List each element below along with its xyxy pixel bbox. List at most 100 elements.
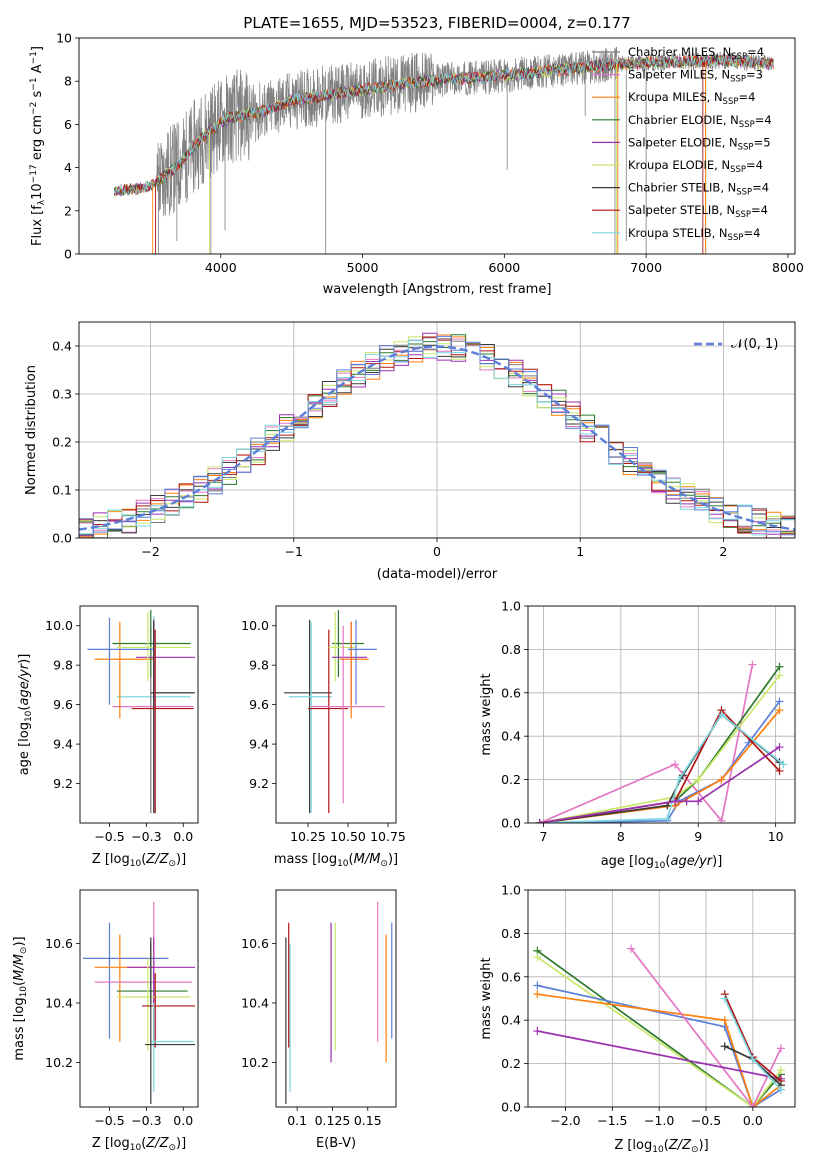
histogram-kroupa_stelib — [79, 340, 795, 536]
y-tick-label: 0.2 — [501, 772, 521, 787]
legend-normal-label: 𝒩(0, 1) — [731, 337, 778, 352]
residuals-plot-area — [79, 322, 795, 538]
x-tick-label: −0.5 — [691, 1113, 721, 1128]
y-tick-label: 0 — [64, 247, 72, 262]
x-tick-label: −1.0 — [644, 1113, 674, 1128]
marker-kroupa_miles — [720, 1016, 729, 1025]
series-salpeter_miles — [539, 664, 754, 823]
axes-frame — [79, 605, 199, 824]
legend-label-chabrier_miles: Chabrier MILES, NSSP=4 — [628, 45, 764, 62]
figure-title: PLATE=1655, MJD=53523, FIBERID=0004, z=0… — [243, 14, 630, 32]
mass_vs_ebv-plot-area — [285, 901, 393, 1105]
x-axis-label: Z [log10(Z/Z⊙)] — [92, 1136, 186, 1153]
y-tick-label: 0.0 — [501, 1100, 521, 1115]
marker-normal — [533, 981, 542, 990]
x-tick-label: −0.3 — [131, 1113, 161, 1128]
legend-label-kroupa_miles: Kroupa MILES, NSSP=4 — [628, 90, 755, 107]
histogram-normal — [79, 335, 795, 536]
x-axis-label: Z [log10(Z/Z⊙)] — [614, 1138, 708, 1155]
marker-kroupa_stelib — [663, 814, 672, 823]
y-tick-label: 10.6 — [45, 936, 73, 951]
age_vs_mass-panel: 10.25 10.50 10.75 9.2 9.4 9.6 9.8 10.0 mass [log… — [241, 605, 406, 869]
residuals-panel: −2 −1 0 1 2 0.0 0.1 0.2 0.3 0.4 𝒩(0, 1) (data-model… — [24, 321, 796, 582]
marker-kroupa_miles — [717, 775, 726, 784]
x-tick-label: 10.50 — [330, 829, 366, 844]
legend-label-chabrier_stelib: Chabrier STELIB, NSSP=4 — [628, 181, 769, 198]
marker-salpeter_elodie — [671, 797, 680, 806]
marker-kroupa_stelib — [720, 994, 729, 1003]
x-tick-label: 0.0 — [743, 1113, 763, 1128]
y-tick-label: 9.6 — [249, 697, 269, 712]
mass_vs_ebv-panel: 0.1 0.125 0.15 10.2 10.4 10.6 E(B-V) — [241, 889, 397, 1151]
x-tick-label: 0.15 — [354, 1113, 382, 1128]
histogram-chabrier_stelib — [79, 342, 795, 536]
axes-frame — [78, 321, 796, 539]
x-axis-label: mass [log10(M/M⊙)] — [274, 852, 398, 869]
series-kroupa_elodie — [536, 956, 782, 1107]
x-tick-label: 7 — [540, 829, 548, 844]
y-axis-label: mass weight — [479, 673, 494, 755]
x-tick-label: −0.5 — [94, 829, 124, 844]
y-tick-label: 10.6 — [241, 936, 269, 951]
mass_vs_metallicity-plot-area — [82, 901, 196, 1105]
series-chabrier_elodie — [536, 950, 782, 1107]
y-tick-label: 0.6 — [501, 969, 521, 984]
marker-salpeter_miles — [748, 1103, 757, 1107]
legend-label-salpeter_stelib: Salpeter STELIB, NSSP=4 — [628, 203, 768, 220]
y-axis-label: Flux [fλ10−17 erg cm−2 s−1 A−1] — [29, 46, 47, 246]
x-tick-label: 8 — [617, 829, 625, 844]
marker-salpeter_miles — [776, 1044, 785, 1053]
y-tick-label: 0.0 — [52, 531, 72, 546]
y-tick-label: 0.4 — [501, 1013, 521, 1028]
marker-salpeter_elodie — [694, 797, 703, 806]
y-tick-label: 0.4 — [501, 729, 521, 744]
y-axis-label: mass [log10(M/M⊙)] — [12, 936, 29, 1060]
x-tick-label: 0.125 — [315, 1113, 351, 1128]
axes-frame — [527, 889, 796, 1108]
x-tick-label: 10.75 — [370, 829, 406, 844]
mass_vs_metallicity-panel: −0.5 −0.3 0.0 10.2 10.4 10.6 Z [log10(Z/Z⊙)] ma… — [12, 889, 199, 1153]
y-tick-label: 0.8 — [501, 926, 521, 941]
marker-kroupa_stelib — [748, 1055, 757, 1064]
age_vs_metallicity-plot-area — [87, 609, 196, 814]
marker-kroupa_stelib — [776, 1085, 785, 1094]
marker-salpeter_miles — [627, 944, 636, 953]
axes-frame — [275, 889, 397, 1108]
x-tick-label: 5000 — [347, 260, 379, 275]
y-tick-label: 9.4 — [53, 737, 73, 752]
weight_vs_metallicity-panel: −2.0 −1.5 −1.0 −0.5 0.0 0.0 0.2 0.4 0.6 0.8 1.0 Z [… — [479, 883, 796, 1155]
y-tick-label: 10.2 — [45, 1055, 73, 1070]
x-tick-label: 10.25 — [290, 829, 326, 844]
y-tick-label: 10.0 — [45, 618, 73, 633]
weight_vs_age-panel: 7 8 9 10 0.0 0.2 0.4 0.6 0.8 1.0 age [log10(age/yr… — [479, 599, 796, 871]
x-tick-label: 4000 — [205, 260, 237, 275]
x-tick-label: −0.5 — [94, 1113, 124, 1128]
series-salpeter_elodie — [537, 1030, 782, 1080]
marker-kroupa_stelib — [779, 760, 788, 769]
marker-kroupa_stelib — [717, 710, 726, 719]
weight_vs_age-plot-area — [528, 606, 795, 823]
series-kroupa_miles — [537, 993, 782, 1107]
x-tick-label: 0 — [433, 544, 441, 559]
marker-kroupa_elodie — [533, 953, 542, 962]
marker-kroupa_elodie — [776, 1066, 785, 1075]
x-tick-label: 0.0 — [173, 1113, 193, 1128]
series-salpeter_miles — [630, 948, 782, 1107]
marker-kroupa_miles — [775, 706, 784, 715]
y-tick-label: 9.8 — [53, 658, 73, 673]
y-tick-label: 0.6 — [501, 685, 521, 700]
marker-salpeter_miles — [748, 660, 757, 669]
x-tick-label: 7000 — [630, 260, 662, 275]
x-axis-label: (data-model)/error — [377, 567, 498, 582]
y-tick-label: 0.2 — [501, 1056, 521, 1071]
x-tick-label: 6000 — [488, 260, 520, 275]
y-tick-label: 10.2 — [241, 1055, 269, 1070]
x-tick-label: 0.0 — [173, 829, 193, 844]
age_vs_mass-plot-area — [284, 609, 385, 814]
x-tick-label: 8000 — [772, 260, 804, 275]
y-tick-label: 10.4 — [241, 995, 269, 1010]
series-salpeter_elodie — [539, 746, 780, 823]
weight_vs_metallicity-plot-area — [528, 890, 795, 1107]
